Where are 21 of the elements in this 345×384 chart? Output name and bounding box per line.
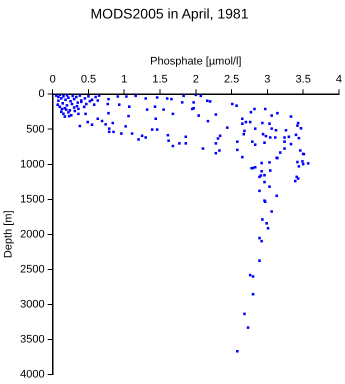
- x-tick-label: 3: [264, 74, 270, 86]
- x-tick-label: 2.5: [224, 74, 240, 86]
- y-tick-label: 0: [38, 88, 45, 100]
- y-tick-label: 2500: [20, 263, 45, 276]
- y-tick-label: 2000: [20, 228, 45, 240]
- y-axis-title: Depth [m]: [2, 210, 15, 258]
- x-tick-label: 0.5: [80, 74, 96, 86]
- x-tick-label: 2: [192, 74, 199, 86]
- y-tick-label: 3500: [20, 333, 45, 346]
- x-axis-title: Phosphate [µmol/l]: [150, 55, 242, 68]
- x-tick-label: 3.5: [296, 74, 311, 86]
- y-tick-label: 500: [26, 123, 45, 136]
- y-tick-label: 1000: [20, 158, 45, 170]
- chart-title: MODS2005 in April, 1981: [90, 5, 249, 22]
- x-tick-label: 1: [121, 74, 128, 86]
- x-tick-label: 4: [336, 74, 342, 86]
- y-tick-label: 4000: [20, 368, 45, 380]
- y-tick-label: 1500: [20, 193, 45, 206]
- x-tick-label: 0: [50, 74, 56, 86]
- y-tick-label: 3000: [20, 298, 45, 310]
- x-tick-label: 1.5: [152, 74, 168, 86]
